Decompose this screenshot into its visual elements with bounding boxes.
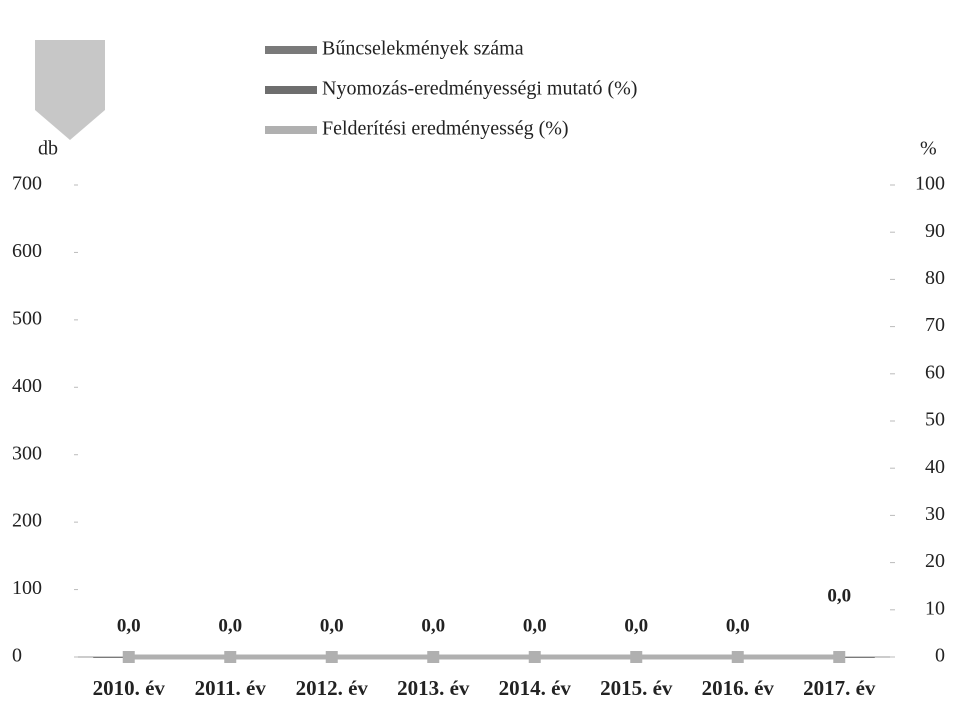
legend-swatch	[265, 86, 317, 94]
y2-axis-label: %	[920, 138, 937, 160]
y-tick-label: 400	[12, 375, 42, 397]
y-tick-label: 600	[12, 240, 42, 262]
y-tick-label: 300	[12, 442, 42, 464]
y2-tick-label: 50	[925, 409, 945, 431]
y2-tick-label: 70	[925, 314, 945, 336]
x-tick-label: 2017. év	[803, 676, 876, 700]
marker	[427, 651, 440, 663]
x-tick-label: 2011. év	[195, 676, 267, 700]
y-axis-label: db	[38, 138, 58, 160]
marker	[528, 651, 541, 663]
y-tick-label: 700	[12, 173, 42, 195]
legend-swatch	[265, 126, 317, 134]
marker	[630, 651, 643, 663]
y2-tick-label: 10	[925, 597, 945, 619]
y-tick-label: 500	[12, 307, 42, 329]
data-label: 0,0	[421, 615, 445, 636]
x-tick-label: 2012. év	[296, 676, 369, 700]
data-label: 0,0	[117, 615, 141, 636]
y-tick-label: 200	[12, 510, 42, 532]
data-label: 0,0	[320, 615, 344, 636]
y2-tick-label: 0	[935, 645, 945, 667]
x-tick-label: 2016. év	[702, 676, 775, 700]
y2-tick-label: 20	[925, 550, 945, 572]
marker	[325, 651, 338, 663]
y2-tick-label: 100	[915, 173, 945, 195]
y2-tick-label: 80	[925, 267, 945, 289]
y-tick-label: 0	[12, 645, 22, 667]
legend-label: Felderítési eredményesség (%)	[322, 118, 569, 140]
data-label: 0,0	[624, 615, 648, 636]
data-label: 0,0	[726, 615, 750, 636]
marker	[731, 651, 744, 663]
y2-tick-label: 60	[925, 361, 945, 383]
y2-tick-label: 30	[925, 503, 945, 525]
data-label: 0,0	[827, 585, 851, 606]
y2-tick-label: 40	[925, 456, 945, 478]
legend-label: Nyomozás-eredményességi mutató (%)	[322, 78, 637, 100]
y2-tick-label: 90	[925, 220, 945, 242]
x-tick-label: 2014. év	[499, 676, 572, 700]
logo	[35, 40, 105, 140]
data-label: 0,0	[218, 615, 242, 636]
x-tick-label: 2010. év	[93, 676, 166, 700]
marker	[224, 651, 237, 663]
marker	[833, 651, 846, 663]
data-label: 0,0	[523, 615, 547, 636]
marker	[122, 651, 135, 663]
x-tick-label: 2013. év	[397, 676, 470, 700]
y-tick-label: 100	[12, 577, 42, 599]
legend-swatch	[265, 46, 317, 54]
legend-label: Bűncselekmények száma	[322, 38, 524, 60]
x-tick-label: 2015. év	[600, 676, 673, 700]
